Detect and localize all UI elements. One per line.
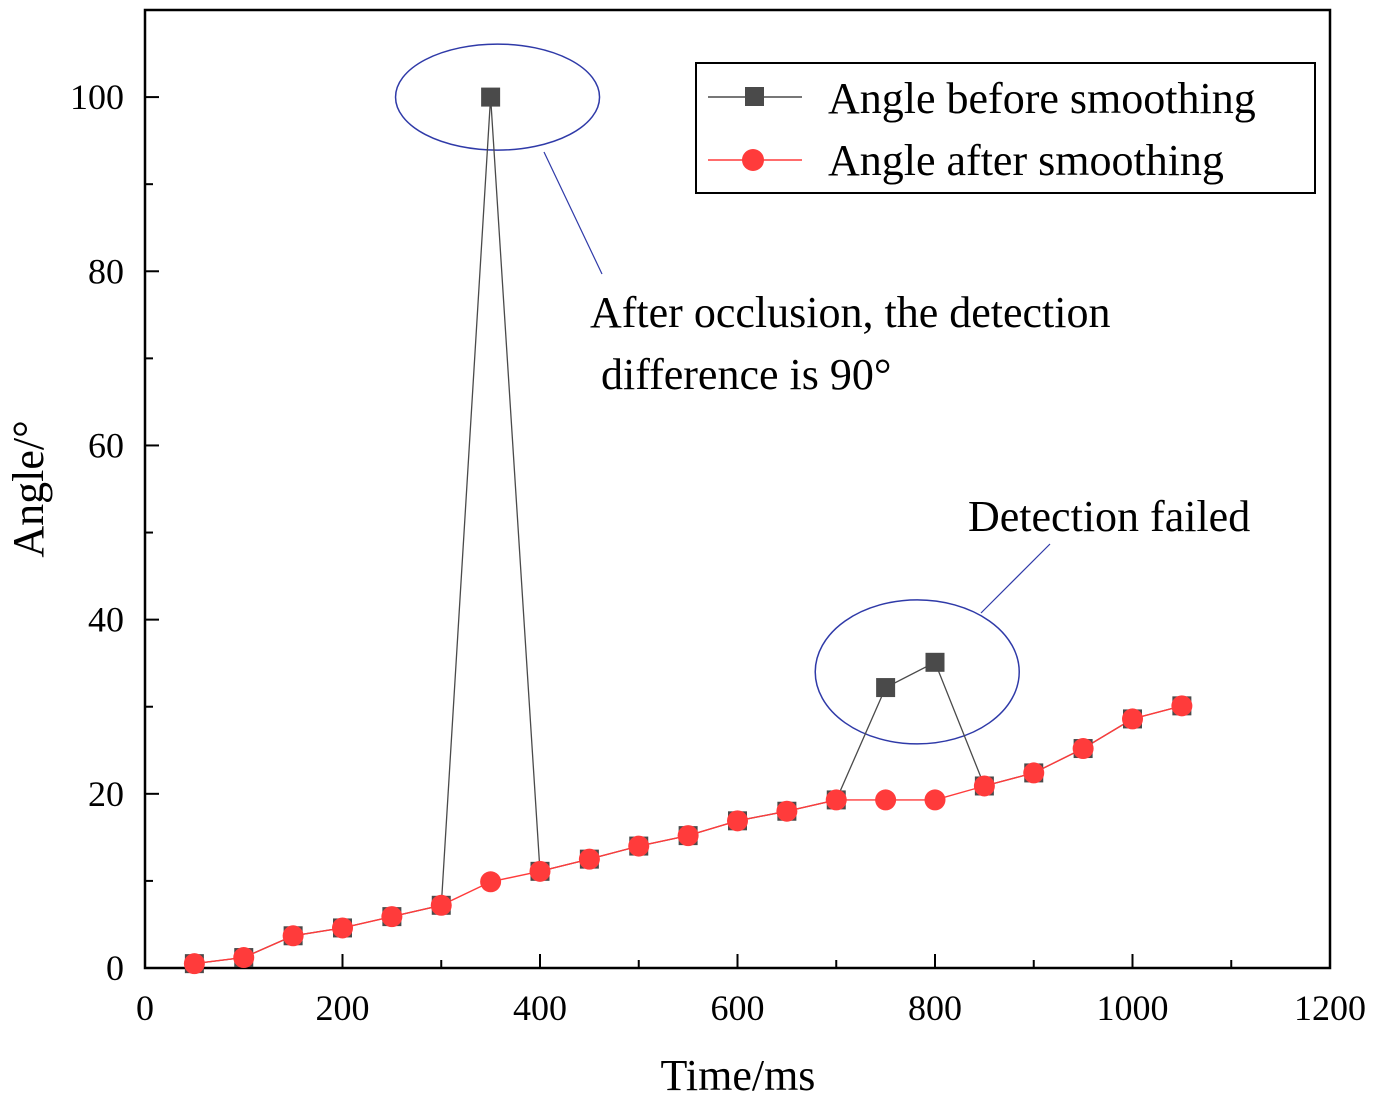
legend-label-before: Angle before smoothing [828,74,1256,123]
point-after-smoothing [825,789,847,811]
legend-box [695,62,1316,194]
y-tick-label: 20 [88,774,124,814]
legend: Angle before smoothing Angle after smoot… [695,62,1316,194]
failed-leader-line [980,543,1051,614]
occlusion-annotation-line2: difference is 90° [590,350,891,399]
point-after-smoothing [1122,708,1143,730]
x-tick-label: 600 [711,988,765,1028]
legend-marker-before [745,87,764,106]
point-after-smoothing [1171,695,1193,717]
x-tick-label: 1000 [1097,988,1169,1028]
point-after-smoothing [727,810,748,832]
legend-marker-after [742,149,764,171]
axis-ticks [144,9,1331,969]
y-tick-label: 80 [88,251,124,291]
x-tick-label: 800 [908,988,962,1028]
point-before-smoothing [481,87,501,107]
point-after-smoothing [529,860,551,882]
point-after-smoothing [1023,762,1045,784]
point-after-smoothing [677,825,699,847]
point-after-smoothing [973,775,995,797]
point-after-smoothing [628,835,650,857]
y-tick-label: 40 [88,600,124,640]
point-after-smoothing [381,906,403,928]
point-after-smoothing [183,953,205,975]
y-tick-label: 60 [88,425,124,465]
annotations: After occlusion, the detection differenc… [394,43,1250,745]
occlusion-leader-line [543,151,603,275]
failed-ellipse [814,599,1020,745]
x-tick-label: 400 [513,988,567,1028]
point-after-smoothing [332,917,353,939]
series-markers [183,87,1193,975]
point-before-smoothing [925,652,945,672]
point-after-smoothing [430,894,452,916]
axis-tick-labels: 0 200 400 600 800 1000 1200 0 20 40 60 80 100 [70,77,1366,1028]
point-before-smoothing [876,678,896,698]
point-after-smoothing [1072,738,1094,760]
x-tick-label: 200 [316,988,370,1028]
x-tick-label: 1200 [1294,988,1366,1028]
y-tick-label: 100 [70,77,124,117]
failed-annotation: Detection failed [968,492,1250,541]
point-after-smoothing [578,848,600,870]
y-axis-title: Angle/° [4,420,53,557]
x-tick-label: 0 [136,988,154,1028]
x-axis-title: Time/ms [661,1051,816,1100]
occlusion-ellipse [394,43,601,151]
y-tick-label: 0 [106,948,124,988]
point-after-smoothing [233,947,255,969]
legend-label-after: Angle after smoothing [828,136,1224,185]
point-after-smoothing [480,871,502,893]
occlusion-annotation-line1: After occlusion, the detection [590,288,1110,337]
point-after-smoothing [875,789,897,811]
point-after-smoothing [924,789,946,811]
point-after-smoothing [282,925,304,947]
point-after-smoothing [776,800,798,822]
